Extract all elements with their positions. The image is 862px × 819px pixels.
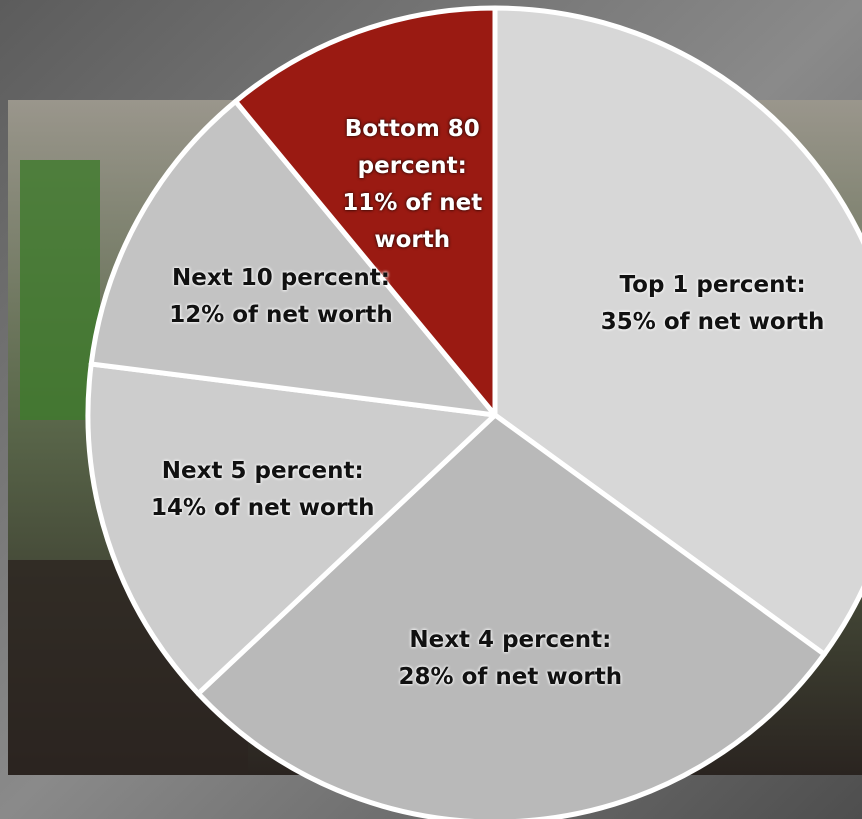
pie-slice <box>195 412 827 819</box>
slice-value-label: 12% of net worth <box>169 302 393 329</box>
pie-slice <box>492 5 862 657</box>
photo-tree <box>20 160 100 420</box>
pie-slice <box>233 5 498 418</box>
pie-slice <box>88 98 498 418</box>
slice-value-label: 11% of net worth <box>342 190 483 254</box>
slice-label: Next 10 percent: 12% of net worth <box>121 260 441 334</box>
pie <box>85 5 862 819</box>
slice-label: Next 4 percent: 28% of net worth <box>350 622 670 696</box>
slice-category: Next 5 percent: <box>161 458 364 485</box>
slice-category: Top 1 percent: <box>619 272 806 299</box>
slice-category: Bottom 80 percent: <box>344 116 480 180</box>
slice-label: Next 5 percent: 14% of net worth <box>103 453 423 527</box>
slice-category: Next 10 percent: <box>172 265 390 292</box>
slice-value-label: 35% of net worth <box>600 309 825 336</box>
slice-value-label: 14% of net worth <box>150 495 375 522</box>
slice-category: Next 4 percent: <box>409 626 612 653</box>
pie-slice <box>85 361 498 697</box>
slice-label: Top 1 percent: 35% of net worth <box>553 267 862 341</box>
slice-value-label: 28% of net worth <box>398 663 623 690</box>
slice-label: Bottom 80 percent: 11% of net worth <box>312 111 512 259</box>
